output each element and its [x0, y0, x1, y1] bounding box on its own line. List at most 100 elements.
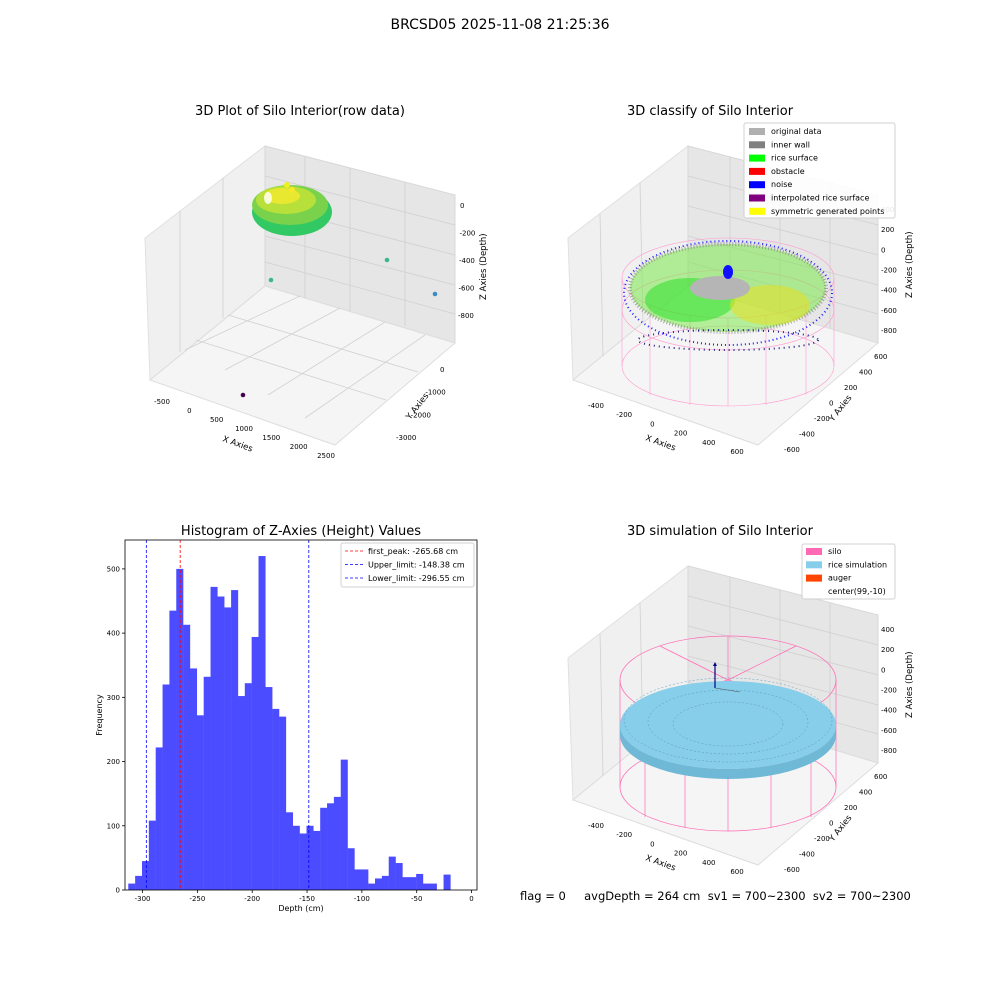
raw-y-tick-labels: 0 -1000 -2000 -3000 [396, 366, 446, 442]
histogram-bar [422, 883, 431, 890]
simulation-z-tick-label: 400 [881, 626, 894, 634]
raw-x-tick-label: 2500 [317, 452, 335, 460]
histogram-bar [135, 875, 143, 890]
legend-label: inner wall [771, 140, 810, 149]
y-tick-label: 0 [116, 887, 120, 895]
legend-label: Lower_limit: -296.55 cm [368, 574, 465, 583]
histogram-bar [265, 687, 273, 890]
simulation-y-tick-label: 0 [829, 820, 833, 828]
legend-swatch [749, 154, 765, 162]
histogram-bar [395, 863, 403, 890]
histogram-bar [196, 715, 204, 890]
classify-y-tick-label: -600 [784, 446, 800, 454]
simulation-x-tick-label: 0 [650, 840, 654, 848]
histogram-x-ticks: -300 -250 -200 -150 -100 -50 0 [135, 890, 474, 903]
classify-z-tick-label: -600 [881, 307, 897, 315]
histogram-bar [128, 883, 136, 890]
classify-legend [743, 122, 896, 219]
raw-plot-title: 3D Plot of Silo Interior(row data) [195, 104, 405, 119]
histogram-bar [203, 676, 211, 890]
classify-z-tick-label: -400 [881, 287, 897, 295]
legend-label: rice surface [771, 154, 818, 163]
raw-outlier-points [240, 257, 438, 398]
histogram-bar [258, 556, 266, 890]
simulation-x-tick-label: -400 [588, 822, 604, 830]
raw-x-tick-label: 0 [187, 407, 191, 415]
histogram-bar [292, 825, 300, 890]
histogram-bar [333, 796, 341, 890]
histogram-bar [237, 696, 246, 890]
classify-x-tick-label: 200 [674, 430, 687, 438]
histogram-bar [409, 877, 417, 890]
legend-swatch [806, 574, 822, 582]
classify-x-tick-label: -400 [588, 402, 604, 410]
legend-swatch [749, 207, 765, 215]
simulation-plot-title: 3D simulation of Silo Interior [627, 524, 813, 539]
classify-point-cloud [623, 240, 833, 351]
classify-z-axis-label: Z Axies (Depth) [905, 231, 915, 298]
raw-x-tick-labels: -500 0 500 1000 1500 2000 2500 [154, 398, 335, 460]
simulation-x-tick-label: 400 [702, 859, 715, 867]
histogram-bar [347, 848, 355, 890]
legend-swatch [749, 141, 765, 149]
simulation-y-tick-label: -200 [814, 835, 830, 843]
x-tick-label: -300 [135, 895, 151, 903]
histogram-bar [162, 684, 170, 890]
histogram-legend [340, 542, 475, 588]
histogram-bar [306, 825, 314, 890]
simulation-y-tick-label: -400 [799, 851, 815, 859]
classify-x-tick-label: -200 [616, 411, 632, 419]
histogram-bar [375, 878, 383, 890]
histogram-bar [189, 668, 198, 890]
histogram-bar [176, 568, 184, 890]
y-tick-label: 200 [107, 758, 120, 766]
legend-swatch [749, 181, 765, 189]
raw-y-tick-label: -1000 [425, 389, 445, 397]
histogram-frame [124, 539, 478, 891]
simulation-x-axis-label: X Axies [644, 853, 677, 873]
x-tick-label: -100 [354, 895, 370, 903]
status-footer: flag = 0 avgDepth = 264 cm sv1 = 700~230… [520, 889, 911, 903]
classify-z-tick-label: -800 [881, 327, 897, 335]
legend-swatch [749, 194, 765, 202]
raw-x-tick-label: 1000 [235, 425, 253, 433]
legend-label: obstacle [771, 167, 805, 176]
simulation-z-tick-label: 200 [881, 646, 894, 654]
histogram-bar [443, 874, 451, 890]
legend-swatch [806, 561, 822, 569]
histogram-bar [299, 833, 307, 890]
simulation-z-tick-label: -600 [881, 727, 897, 735]
simulation-z-tick-label: -200 [881, 687, 897, 695]
simulation-y-tick-label: 600 [874, 773, 887, 781]
classify-x-tick-label: 0 [650, 420, 654, 428]
y-tick-label: 500 [107, 565, 120, 573]
x-tick-label: 0 [469, 895, 473, 903]
simulation-y-tick-label: 400 [859, 789, 872, 797]
x-tick-label: -150 [299, 895, 315, 903]
raw-x-tick-label: 500 [210, 416, 223, 424]
histogram-y-axis-label: Frequency [95, 694, 104, 736]
histogram-legend-entries: first_peak: -265.68 cm Upper_limit: -148.… [345, 547, 465, 583]
raw-z-tick-label: -200 [460, 230, 476, 238]
histogram-title: Histogram of Z-Axies (Height) Values [180, 524, 422, 539]
raw-z-tick-label: -400 [459, 257, 475, 265]
histogram-bar [279, 716, 287, 890]
x-tick-label: -200 [244, 895, 260, 903]
classify-y-tick-label: 200 [844, 384, 857, 392]
legend-label: rice simulation [828, 560, 887, 569]
classify-x-tick-label: 400 [702, 439, 715, 447]
legend-label: symmetric generated points [771, 207, 884, 216]
y-tick-label: 300 [107, 694, 120, 702]
raw-y-tick-label: -3000 [396, 434, 416, 442]
raw-z-tick-label: -600 [459, 285, 475, 293]
raw-z-axis-label: Z Axies (Depth) [479, 233, 489, 300]
simulation-z-tick-label: 0 [881, 666, 885, 674]
histogram-reference-lines [145, 540, 310, 890]
figure-title: BRCSD05 2025-11-08 21:25:36 [390, 17, 610, 33]
legend-label: first_peak: -265.68 cm [368, 547, 458, 556]
